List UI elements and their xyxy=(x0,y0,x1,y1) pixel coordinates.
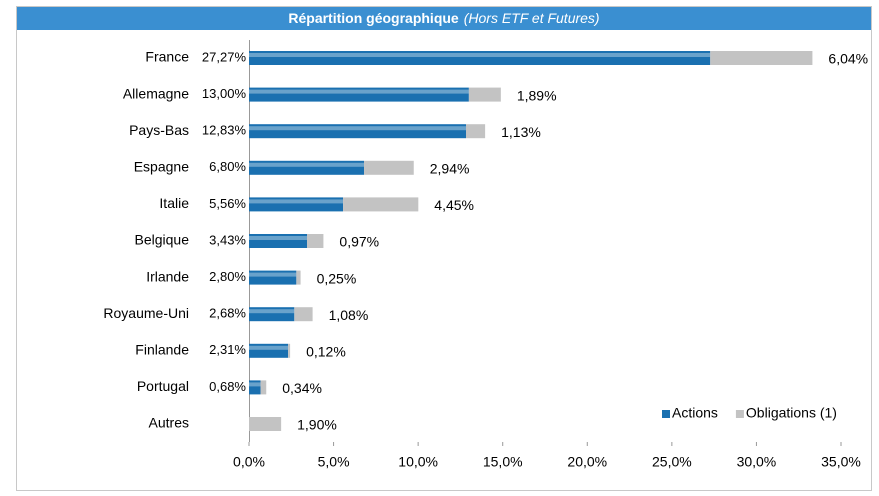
category-label: France xyxy=(145,49,189,65)
category-label: Italie xyxy=(159,195,189,211)
x-tick-label: 0,0% xyxy=(233,454,265,470)
value-label: 0,68% xyxy=(209,379,246,394)
value-label: 0,25% xyxy=(317,270,357,286)
value-label: 4,45% xyxy=(434,197,474,213)
legend-swatch xyxy=(662,410,670,418)
value-label: 2,31% xyxy=(209,342,246,357)
legend-swatch xyxy=(735,410,744,418)
value-label: 0,97% xyxy=(339,234,379,250)
obligations-bar xyxy=(294,307,313,322)
category-label: Allemagne xyxy=(123,85,189,101)
obligations-bar xyxy=(468,87,501,102)
bar-highlight xyxy=(249,199,344,204)
actions-bar xyxy=(249,380,261,395)
bar-highlight xyxy=(249,236,308,240)
value-label: 1,13% xyxy=(501,124,541,140)
actions-bar xyxy=(249,87,469,102)
category-label: Belgique xyxy=(135,232,190,248)
value-label: 2,80% xyxy=(209,269,246,284)
value-label: 1,90% xyxy=(297,417,337,433)
actions-bar xyxy=(249,307,295,322)
actions-bar xyxy=(249,160,365,175)
chart-title: Répartition géographique (Hors ETF et Fut… xyxy=(288,10,599,26)
bar-highlight xyxy=(249,53,711,57)
actions-bar xyxy=(249,234,308,248)
value-label: 5,56% xyxy=(209,196,246,211)
obligations-bar xyxy=(307,234,324,248)
actions-bar xyxy=(249,197,344,212)
value-label: 6,80% xyxy=(209,159,246,174)
category-label: Pays-Bas xyxy=(129,122,189,138)
title-bar xyxy=(17,7,871,30)
legend-label: Actions xyxy=(672,405,718,421)
bar-highlight xyxy=(249,126,467,131)
obligations-bar xyxy=(296,270,301,285)
x-tick-label: 20,0% xyxy=(567,454,607,470)
bar-highlight xyxy=(249,89,469,94)
subtitle: (Hors ETF et Futures) xyxy=(464,10,600,26)
obligations-bar xyxy=(249,417,282,431)
obligations-bar xyxy=(343,197,419,212)
value-label: 0,34% xyxy=(282,380,322,396)
bar-highlight xyxy=(249,309,295,314)
actions-bar xyxy=(249,343,289,358)
value-label: 3,43% xyxy=(209,232,246,247)
category-label: Portugal xyxy=(137,378,189,394)
category-label: Finlande xyxy=(135,342,189,358)
value-label: 12,83% xyxy=(202,123,247,138)
title: Répartition géographique xyxy=(288,10,459,26)
bar-highlight xyxy=(249,382,261,387)
actions-bar xyxy=(249,270,297,285)
value-label: 1,89% xyxy=(517,87,557,103)
x-tick-label: 15,0% xyxy=(483,454,523,470)
value-label: 0,12% xyxy=(306,344,346,360)
chart-frame xyxy=(16,6,872,491)
category-label: Royaume-Uni xyxy=(103,305,189,321)
value-label: 13,00% xyxy=(202,86,247,101)
legend-label: Obligations (1) xyxy=(746,405,837,421)
bar-highlight xyxy=(249,272,297,277)
obligations-bar xyxy=(260,380,267,395)
actions-bar xyxy=(249,51,711,65)
value-label: 2,68% xyxy=(209,306,246,321)
value-label: 2,94% xyxy=(430,161,470,177)
x-tick-label: 30,0% xyxy=(737,454,777,470)
value-label: 6,04% xyxy=(828,51,868,67)
obligations-bar xyxy=(288,343,291,358)
obligations-bar xyxy=(466,124,486,139)
x-tick-label: 35,0% xyxy=(821,454,861,470)
category-label: Irlande xyxy=(146,268,189,284)
actions-bar xyxy=(249,124,467,139)
x-tick-label: 10,0% xyxy=(398,454,438,470)
bar-highlight xyxy=(249,345,289,350)
obligations-bar xyxy=(710,51,813,65)
value-label: 27,27% xyxy=(202,49,247,64)
x-tick-label: 25,0% xyxy=(652,454,692,470)
category-label: Espagne xyxy=(134,159,189,175)
value-label: 1,08% xyxy=(329,307,369,323)
obligations-bar xyxy=(364,160,414,175)
x-tick-label: 5,0% xyxy=(318,454,350,470)
category-label: Autres xyxy=(149,415,189,431)
bar-highlight xyxy=(249,162,365,167)
